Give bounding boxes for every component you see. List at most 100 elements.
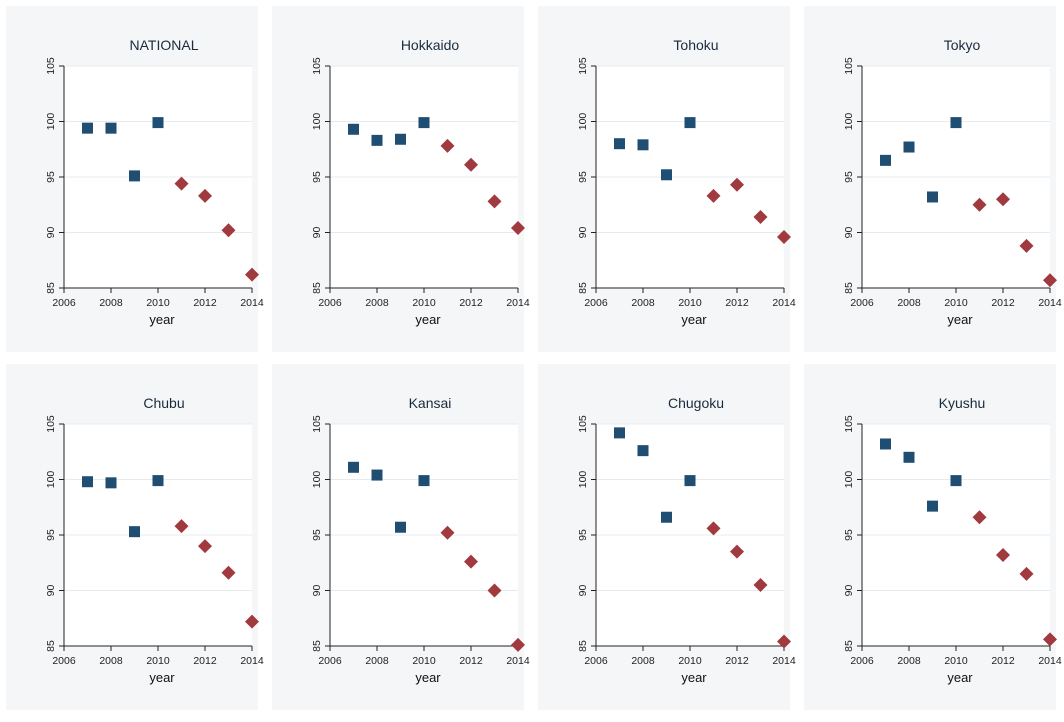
y-tick-label: 90	[843, 585, 855, 597]
x-axis-title: year	[681, 312, 707, 327]
data-point-diamond	[706, 188, 721, 203]
data-point-diamond	[464, 157, 478, 172]
data-point-diamond	[706, 521, 721, 536]
y-tick-label: 85	[577, 640, 589, 652]
panel-title: Tokyo	[944, 37, 981, 53]
y-tick-label: 90	[577, 227, 589, 239]
data-point-diamond	[972, 197, 987, 212]
data-point-square	[418, 117, 430, 129]
data-point-square	[129, 170, 140, 182]
y-tick-label: 95	[577, 529, 589, 541]
x-tick-label: 2006	[850, 655, 874, 667]
data-point-diamond	[996, 192, 1010, 207]
data-point-diamond	[1019, 566, 1034, 581]
x-tick-label: 2006	[52, 655, 76, 667]
y-tick-label: 105	[45, 415, 57, 433]
x-tick-label: 2008	[897, 297, 921, 309]
y-tick-label: 90	[843, 227, 855, 239]
data-point-square	[371, 469, 383, 481]
y-tick-label: 100	[311, 471, 323, 489]
data-point-diamond	[753, 209, 768, 224]
x-tick-label: 2014	[1038, 655, 1062, 667]
data-point-square	[880, 438, 891, 450]
data-point-square	[614, 427, 625, 439]
data-point-diamond	[1043, 632, 1057, 647]
x-tick-label: 2014	[772, 655, 796, 667]
y-tick-label: 100	[45, 471, 57, 489]
y-tick-label: 95	[843, 529, 855, 541]
data-point-square	[152, 117, 164, 129]
data-point-diamond	[174, 176, 189, 191]
x-tick-label: 2012	[991, 297, 1015, 309]
x-tick-label: 2010	[412, 655, 436, 667]
data-point-square	[637, 445, 649, 457]
data-point-square	[927, 500, 938, 512]
y-tick-label: 85	[843, 640, 855, 652]
y-tick-label: 105	[843, 57, 855, 75]
data-point-square	[418, 475, 430, 487]
panel-kansai: Kansai 85 90 95 100 105 2006 2008 2010 2012 2014 ye…	[272, 364, 530, 710]
data-point-diamond	[487, 194, 502, 209]
data-point-diamond	[1043, 273, 1057, 288]
y-tick-label: 100	[311, 113, 323, 131]
panel-title: NATIONAL	[130, 37, 199, 53]
x-tick-label: 2008	[365, 655, 389, 667]
y-tick-label: 90	[45, 227, 57, 239]
data-point-square	[684, 117, 696, 129]
data-point-square	[82, 122, 93, 134]
data-point-diamond	[753, 577, 768, 592]
x-tick-label: 2010	[412, 297, 436, 309]
x-tick-label: 2012	[725, 655, 749, 667]
data-point-diamond	[245, 267, 259, 282]
x-tick-label: 2006	[584, 655, 608, 667]
x-tick-label: 2008	[99, 655, 123, 667]
panel-chubu: Chubu 85 90 95 100 105 2006 2008 2010 2012 2014 yea…	[6, 364, 264, 710]
x-tick-label: 2010	[146, 655, 170, 667]
x-tick-label: 2006	[584, 297, 608, 309]
x-tick-label: 2006	[850, 297, 874, 309]
data-point-diamond	[487, 583, 502, 598]
data-point-diamond	[777, 634, 791, 649]
data-point-diamond	[221, 565, 236, 580]
data-point-square	[105, 477, 117, 489]
data-point-square	[152, 475, 164, 487]
y-tick-label: 95	[45, 529, 57, 541]
x-tick-label: 2008	[897, 655, 921, 667]
data-point-square	[395, 521, 406, 533]
x-tick-label: 2014	[506, 297, 530, 309]
data-point-diamond	[198, 188, 212, 203]
x-tick-label: 2014	[240, 655, 264, 667]
y-tick-label: 100	[843, 471, 855, 489]
x-tick-label: 2010	[678, 655, 702, 667]
panel-title: Chugoku	[668, 395, 724, 411]
data-point-diamond	[511, 221, 525, 236]
data-point-square	[129, 526, 140, 538]
data-point-square	[82, 476, 93, 488]
data-point-square	[661, 169, 672, 181]
panel-tokyo: Tokyo 85 90 95 100 105 2006 2008 2010 2012 2014 yea…	[804, 6, 1062, 352]
y-tick-label: 95	[45, 171, 57, 183]
data-point-diamond	[440, 138, 455, 153]
panel-title: Kyushu	[939, 395, 986, 411]
data-point-diamond	[730, 177, 744, 192]
y-tick-label: 85	[45, 282, 57, 294]
x-tick-label: 2012	[459, 297, 483, 309]
x-tick-label: 2006	[52, 297, 76, 309]
panel-title: Chubu	[143, 395, 184, 411]
data-point-square	[661, 511, 672, 523]
y-tick-label: 105	[311, 415, 323, 433]
y-tick-label: 100	[577, 471, 589, 489]
x-axis-title: year	[415, 312, 441, 327]
data-point-square	[105, 122, 117, 134]
data-point-diamond	[198, 539, 212, 554]
data-point-diamond	[464, 554, 478, 569]
data-point-square	[903, 141, 915, 153]
data-point-diamond	[440, 525, 455, 540]
data-point-square	[371, 134, 383, 146]
data-point-diamond	[972, 510, 987, 525]
x-tick-label: 2006	[318, 297, 342, 309]
y-tick-label: 105	[843, 415, 855, 433]
x-tick-label: 2012	[725, 297, 749, 309]
y-tick-label: 95	[577, 171, 589, 183]
